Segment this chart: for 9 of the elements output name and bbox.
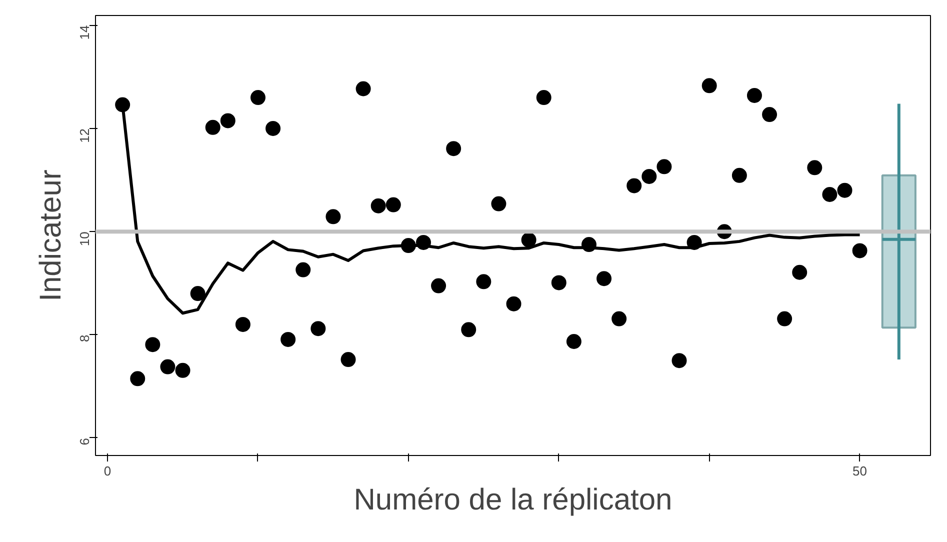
- y-tick-label: 12: [77, 128, 92, 143]
- x-tick-label: 0: [104, 464, 112, 478]
- y-tick-label: 14: [77, 25, 92, 40]
- x-axis-title: Numéro de la réplicaton: [354, 484, 672, 516]
- y-tick-label: 10: [77, 232, 92, 246]
- y-tick-label: 6: [77, 438, 92, 446]
- y-axis-title: Indicateur: [34, 170, 68, 302]
- x-tick-label: 50: [852, 464, 868, 478]
- y-tick-label: 8: [77, 334, 92, 342]
